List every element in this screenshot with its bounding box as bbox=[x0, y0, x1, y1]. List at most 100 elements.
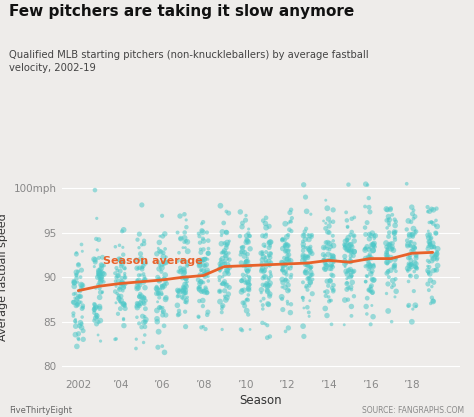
Point bbox=[261, 267, 268, 274]
Point bbox=[428, 257, 436, 264]
Point bbox=[199, 219, 207, 226]
Point bbox=[184, 262, 191, 269]
Point bbox=[307, 211, 315, 218]
Point bbox=[201, 271, 208, 278]
Point bbox=[158, 264, 166, 271]
Point bbox=[70, 278, 78, 285]
Point bbox=[404, 265, 411, 271]
Point bbox=[133, 285, 141, 292]
Point bbox=[412, 251, 419, 258]
Point bbox=[392, 288, 400, 295]
Point bbox=[265, 275, 273, 281]
Point bbox=[343, 246, 351, 252]
Point bbox=[431, 222, 439, 229]
Point bbox=[181, 285, 189, 292]
Point bbox=[218, 249, 225, 256]
Point bbox=[175, 307, 183, 314]
Point bbox=[195, 284, 202, 291]
Point bbox=[406, 251, 414, 258]
Point bbox=[279, 236, 286, 242]
Point bbox=[327, 244, 335, 250]
Point bbox=[348, 244, 356, 250]
Point bbox=[262, 249, 270, 255]
Point bbox=[425, 259, 433, 266]
Point bbox=[383, 253, 391, 260]
Point bbox=[434, 262, 441, 269]
Point bbox=[267, 273, 275, 279]
Point bbox=[329, 219, 337, 225]
Point bbox=[93, 311, 100, 318]
Point bbox=[117, 268, 124, 274]
Point bbox=[364, 182, 371, 188]
Point bbox=[343, 280, 351, 287]
Point bbox=[182, 290, 189, 296]
Point bbox=[425, 287, 433, 294]
Point bbox=[345, 234, 352, 241]
Point bbox=[246, 263, 254, 269]
Point bbox=[182, 287, 190, 294]
Point bbox=[137, 293, 145, 299]
Point bbox=[154, 286, 162, 293]
Point bbox=[177, 235, 184, 242]
Point bbox=[76, 293, 83, 300]
Point bbox=[365, 266, 373, 272]
Point bbox=[117, 299, 124, 306]
Point bbox=[383, 217, 391, 224]
Point bbox=[428, 219, 435, 225]
Point bbox=[267, 239, 274, 245]
Point bbox=[266, 262, 273, 269]
Point bbox=[159, 284, 166, 291]
Point bbox=[257, 268, 265, 274]
Point bbox=[77, 274, 84, 281]
Point bbox=[142, 305, 149, 312]
Point bbox=[217, 202, 224, 209]
Point bbox=[392, 268, 400, 274]
Point bbox=[260, 242, 268, 249]
Point bbox=[403, 237, 411, 244]
Point bbox=[91, 187, 99, 193]
Point bbox=[244, 258, 252, 265]
Point bbox=[177, 235, 184, 242]
Point bbox=[162, 296, 169, 303]
Point bbox=[406, 233, 413, 239]
Point bbox=[91, 305, 98, 312]
Point bbox=[362, 278, 370, 285]
Point bbox=[137, 272, 145, 279]
Point bbox=[321, 258, 329, 264]
Point bbox=[118, 275, 126, 281]
Point bbox=[224, 269, 231, 276]
Point bbox=[72, 290, 79, 297]
Point bbox=[155, 276, 163, 283]
Point bbox=[348, 216, 356, 222]
Point bbox=[241, 253, 248, 259]
Point bbox=[239, 263, 246, 270]
Point bbox=[222, 252, 230, 259]
Point bbox=[112, 336, 120, 342]
Point bbox=[242, 212, 250, 219]
Point bbox=[119, 244, 127, 251]
Point bbox=[226, 238, 233, 244]
Point bbox=[410, 248, 418, 254]
Point bbox=[283, 234, 291, 240]
Point bbox=[161, 246, 169, 252]
Point bbox=[322, 261, 329, 268]
Point bbox=[201, 271, 209, 277]
Point bbox=[242, 279, 249, 286]
Point bbox=[137, 291, 144, 297]
Point bbox=[365, 286, 373, 293]
Point bbox=[265, 301, 273, 308]
Point bbox=[159, 309, 166, 315]
Point bbox=[242, 217, 249, 224]
Point bbox=[412, 228, 420, 235]
Point bbox=[121, 301, 129, 307]
Point bbox=[300, 333, 308, 340]
Point bbox=[320, 218, 328, 224]
Point bbox=[221, 287, 228, 294]
Point bbox=[100, 271, 108, 278]
Point bbox=[365, 236, 373, 242]
Point bbox=[433, 205, 440, 212]
Point bbox=[96, 294, 103, 301]
Point bbox=[383, 260, 391, 267]
Point bbox=[154, 286, 161, 293]
Point bbox=[383, 251, 390, 258]
